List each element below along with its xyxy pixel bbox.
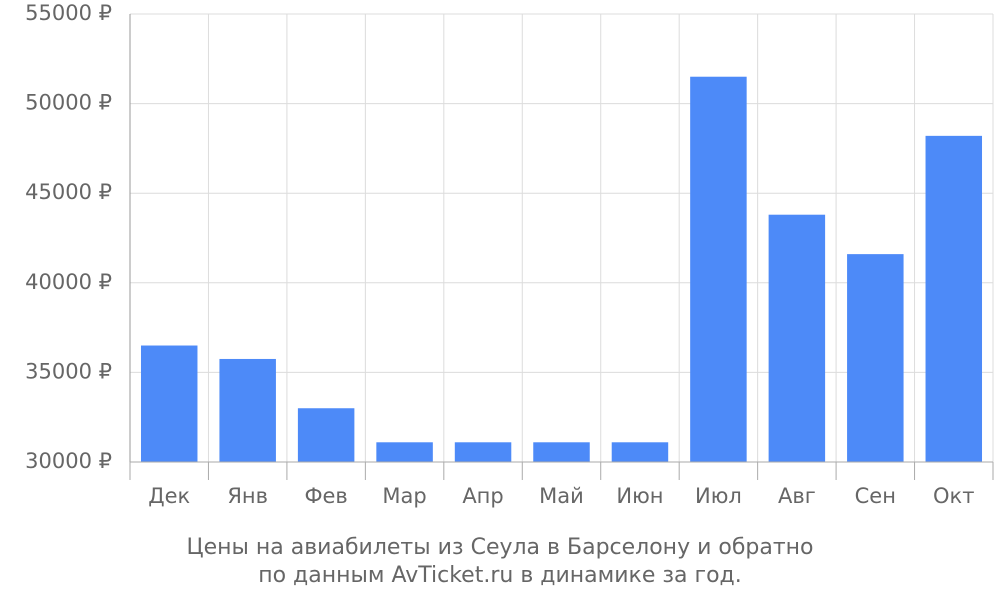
x-tick-label: Апр <box>462 484 503 508</box>
x-tick-label: Фев <box>304 484 347 508</box>
x-tick-label: Дек <box>148 484 190 508</box>
bar <box>376 442 433 462</box>
y-tick-label: 30000 ₽ <box>25 449 112 473</box>
y-tick-label: 35000 ₽ <box>25 359 112 383</box>
bar <box>768 214 826 462</box>
x-tick-label: Авг <box>778 484 816 508</box>
bar <box>454 442 512 462</box>
chart-title: по данным AvTicket.ru в динамике за год. <box>258 563 742 588</box>
y-tick-label: 40000 ₽ <box>25 270 112 294</box>
bar <box>219 358 276 462</box>
y-tick-label: 50000 ₽ <box>25 91 112 115</box>
bar <box>533 442 590 462</box>
bar <box>847 254 904 462</box>
bar <box>297 408 355 462</box>
x-tick-label: Мар <box>382 484 426 508</box>
y-tick-label: 55000 ₽ <box>25 1 112 25</box>
x-tick-label: Янв <box>227 484 268 508</box>
bar <box>611 442 669 462</box>
x-tick-label: Июл <box>695 484 742 508</box>
x-tick-label: Июн <box>616 484 663 508</box>
x-tick-label: Май <box>539 484 584 508</box>
bar <box>925 135 983 462</box>
x-tick-label: Сен <box>855 484 896 508</box>
bar <box>690 76 747 462</box>
x-tick-label: Окт <box>933 484 974 508</box>
y-tick-label: 45000 ₽ <box>25 180 112 204</box>
bar <box>140 345 198 462</box>
chart-title: Цены на авиабилеты из Сеула в Барселону … <box>187 535 814 560</box>
